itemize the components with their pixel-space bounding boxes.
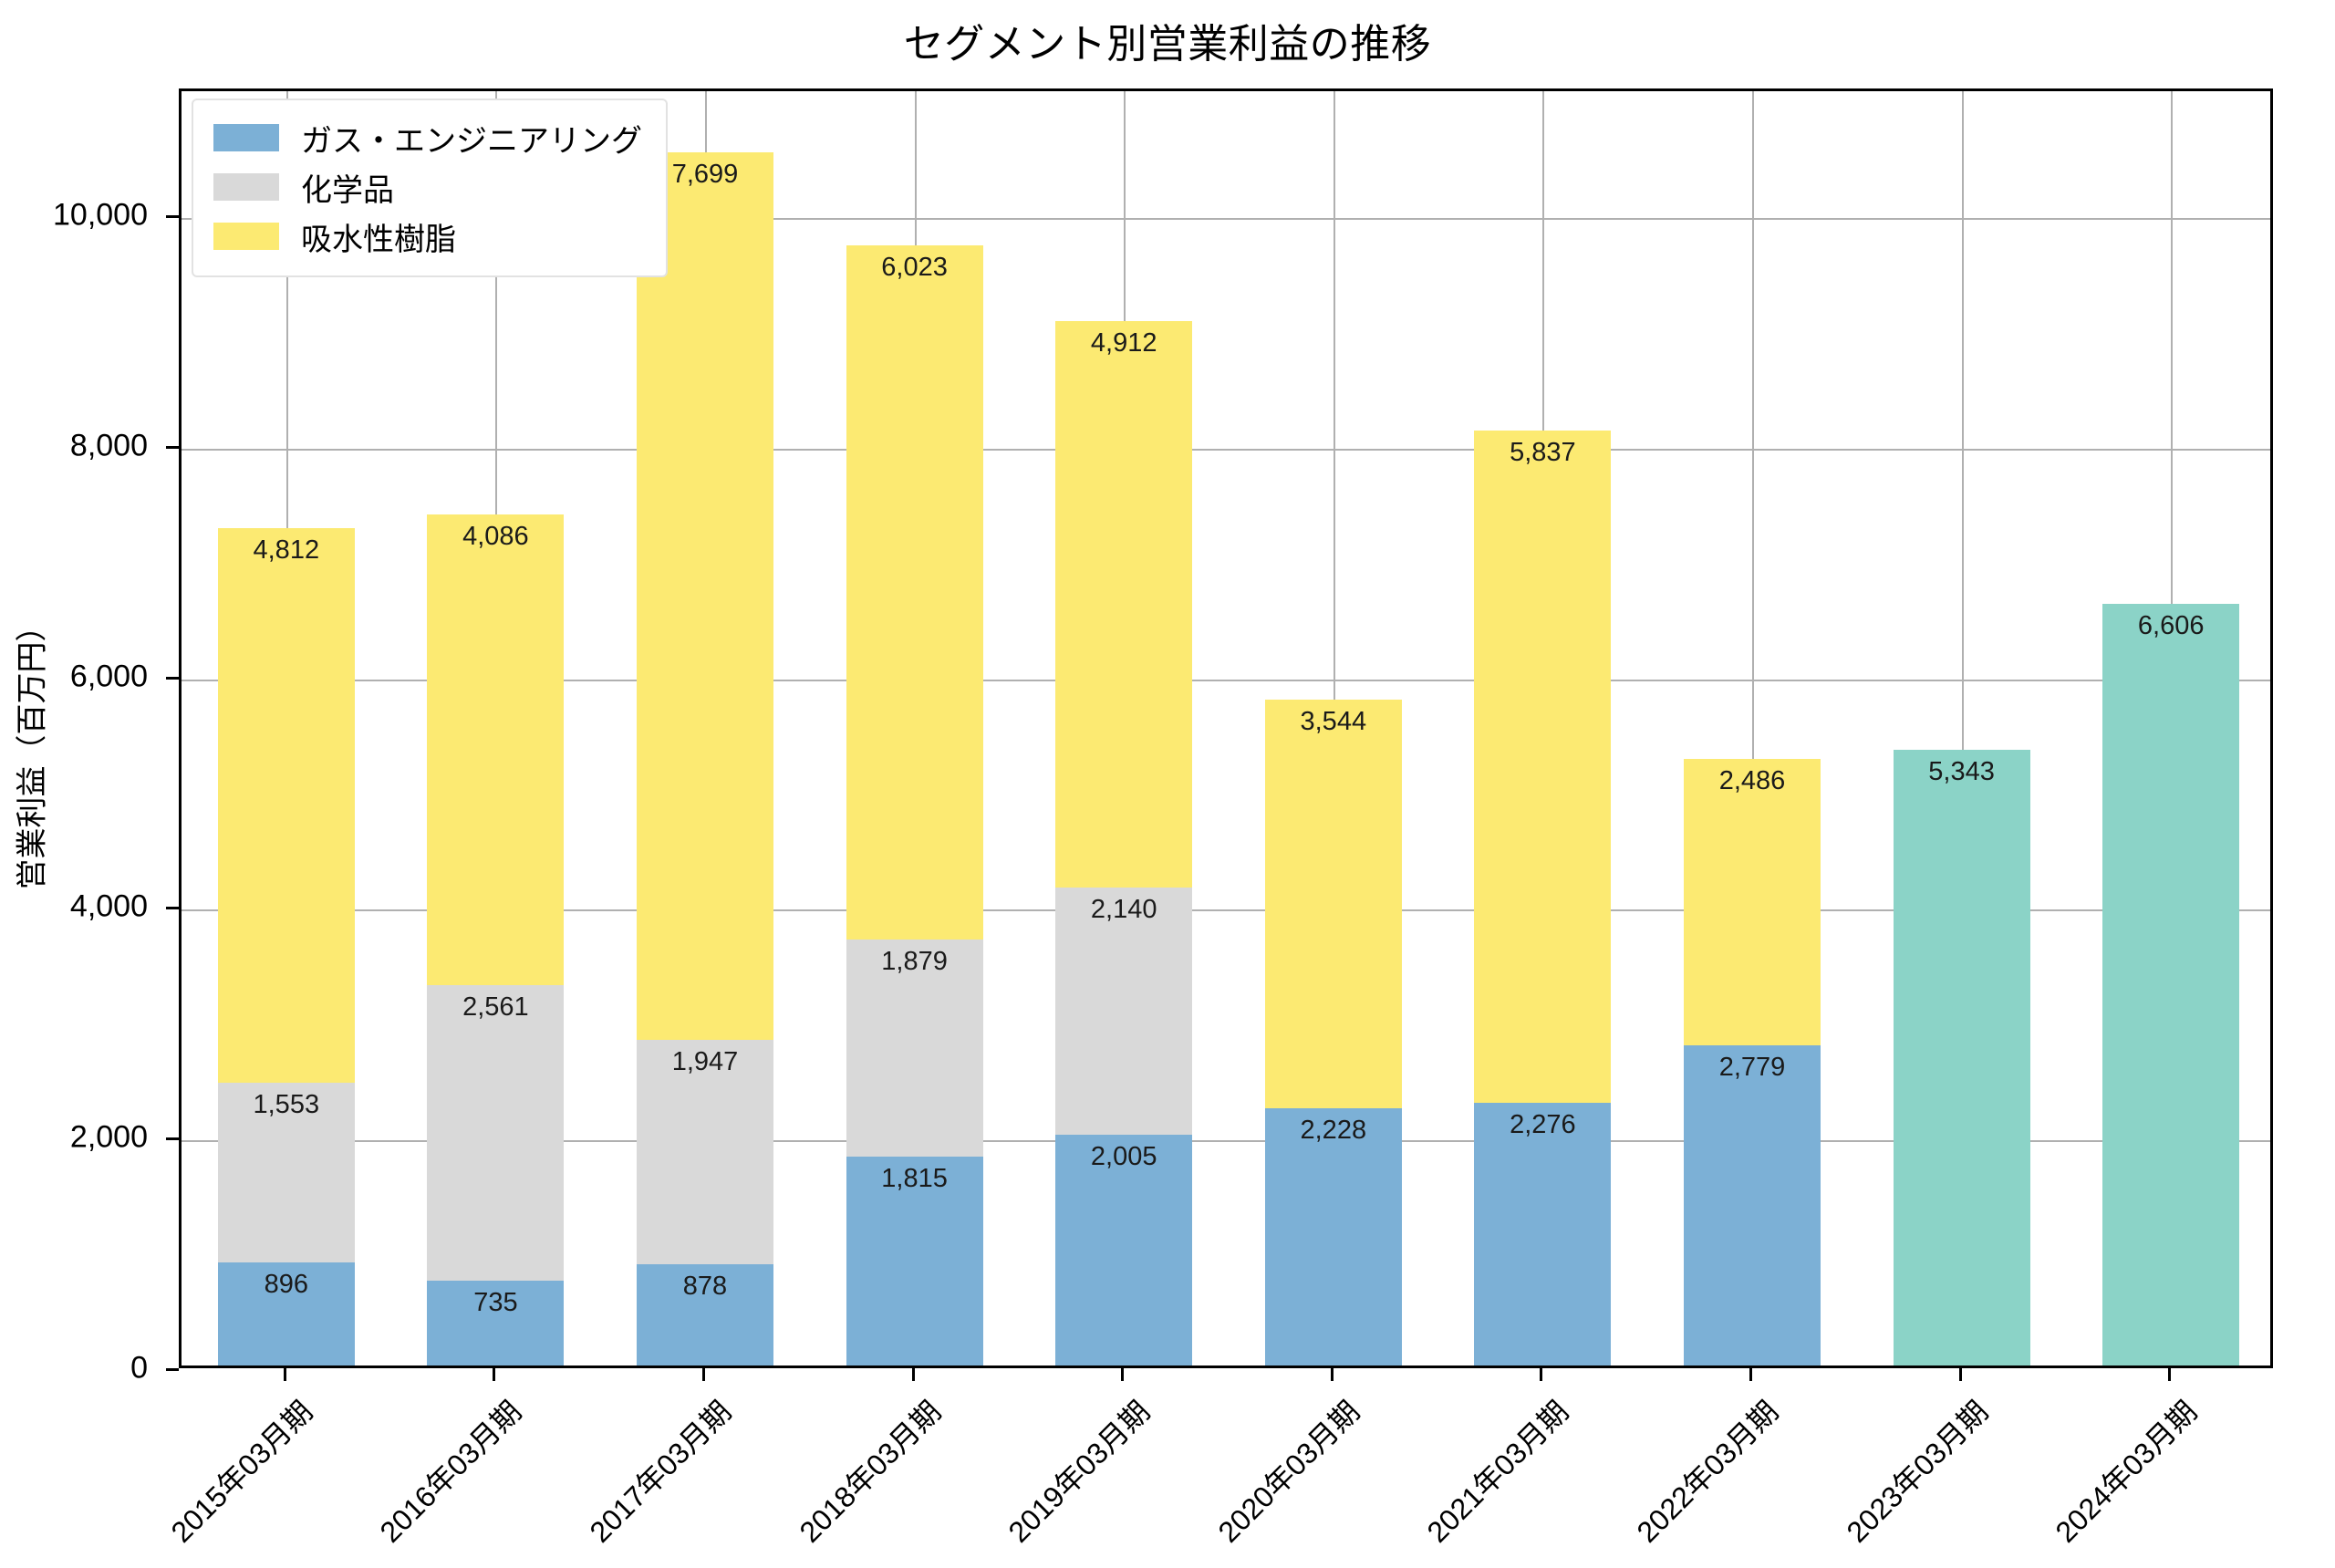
bar-value-label: 2,561 xyxy=(462,992,529,1023)
bar-value-label: 4,812 xyxy=(253,535,320,566)
bar-segment[interactable]: 6,023 xyxy=(846,244,983,940)
x-tick-mark xyxy=(493,1368,496,1381)
bar-value-label: 896 xyxy=(264,1269,308,1299)
x-tick-mark xyxy=(1958,1368,1962,1381)
x-tick-mark xyxy=(1540,1368,1543,1381)
bar-value-label: 735 xyxy=(473,1288,518,1318)
gridline-horizontal xyxy=(182,679,2270,681)
y-tick-mark xyxy=(166,215,179,219)
bar-segment[interactable]: 896 xyxy=(217,1262,355,1366)
bar-value-label: 2,276 xyxy=(1510,1110,1576,1140)
y-tick-mark xyxy=(166,1137,179,1141)
bar-segment[interactable]: 735 xyxy=(427,1281,565,1366)
bar-segment[interactable]: 1,879 xyxy=(846,940,983,1157)
bar-segment[interactable]: 878 xyxy=(637,1264,773,1366)
bar-value-label: 1,879 xyxy=(881,947,948,977)
bar-value-label: 5,837 xyxy=(1510,437,1576,467)
bar-value-label: 2,228 xyxy=(1300,1116,1367,1146)
x-tick-label: 2021年03月期 xyxy=(1420,1394,1575,1549)
bar-value-label: 2,486 xyxy=(1718,765,1786,795)
bar-segment[interactable]: 1,815 xyxy=(846,1156,983,1366)
gridline-horizontal xyxy=(182,218,2270,221)
bar-segment[interactable]: 5,343 xyxy=(1893,749,2030,1366)
x-tick-label: 2022年03月期 xyxy=(1630,1394,1785,1549)
legend-swatch-absorbent-resin xyxy=(213,223,279,250)
bar-segment[interactable]: 2,561 xyxy=(427,985,565,1282)
bar-value-label: 1,947 xyxy=(671,1046,739,1076)
y-tick-label: 6,000 xyxy=(69,659,148,694)
y-tick-label: 8,000 xyxy=(69,428,148,463)
legend-label-absorbent-resin: 吸水性樹脂 xyxy=(301,222,456,257)
gridline-horizontal xyxy=(182,1140,2270,1143)
x-tick-mark xyxy=(1121,1368,1125,1381)
y-tick-mark xyxy=(166,676,179,680)
y-tick-label: 2,000 xyxy=(69,1119,148,1155)
bar-value-label: 2,005 xyxy=(1090,1141,1157,1171)
bar-segment[interactable]: 6,606 xyxy=(2102,604,2240,1366)
legend-item[interactable]: ガス・エンジニアリング xyxy=(213,113,642,162)
legend-label-gas-engineering: ガス・エンジニアリング xyxy=(301,123,642,159)
bar-segment[interactable]: 5,837 xyxy=(1474,430,1612,1104)
x-tick-mark xyxy=(911,1368,915,1381)
legend-swatch-chemicals xyxy=(213,173,279,201)
bar-segment[interactable]: 2,140 xyxy=(1055,888,1193,1135)
y-tick-label: 0 xyxy=(130,1350,148,1386)
bar-segment[interactable]: 2,276 xyxy=(1474,1103,1612,1366)
bar-segment[interactable]: 4,812 xyxy=(217,528,355,1084)
bar-value-label: 1,815 xyxy=(881,1163,948,1193)
x-tick-mark xyxy=(1749,1368,1752,1381)
bar-segment[interactable]: 3,544 xyxy=(1264,700,1402,1109)
gridline-vertical xyxy=(1752,91,1754,1366)
gridline-horizontal xyxy=(182,909,2270,912)
gridline-vertical xyxy=(1961,91,1964,1366)
x-tick-label: 2019年03月期 xyxy=(1001,1394,1157,1549)
bar-value-label: 2,779 xyxy=(1718,1052,1786,1082)
bar-value-label: 3,544 xyxy=(1300,707,1367,737)
legend-item[interactable]: 化学品 xyxy=(213,162,642,212)
bar-segment[interactable]: 2,005 xyxy=(1055,1134,1193,1366)
bar-value-label: 5,343 xyxy=(1928,756,1995,786)
bar-segment[interactable]: 1,947 xyxy=(637,1039,773,1265)
x-tick-label: 2016年03月期 xyxy=(373,1394,528,1549)
y-tick-label: 4,000 xyxy=(69,888,148,924)
legend-swatch-gas-engineering xyxy=(213,124,279,151)
legend-label-chemicals: 化学品 xyxy=(301,172,394,208)
x-tick-label: 2020年03月期 xyxy=(1211,1394,1366,1549)
y-tick-label: 10,000 xyxy=(53,197,148,233)
bar-value-label: 4,086 xyxy=(462,521,529,551)
bar-segment[interactable]: 2,228 xyxy=(1264,1108,1402,1366)
y-tick-mark xyxy=(166,445,179,449)
y-axis-label: 営業利益（百万円） xyxy=(15,610,50,890)
plot-area: 896 1,553 4,812 735 2,561 4,086 878 1,947 7,699 1… xyxy=(179,88,2273,1368)
bar-segment[interactable]: 7,699 xyxy=(637,151,773,1040)
bar-value-label: 878 xyxy=(682,1272,728,1302)
bar-value-label: 1,553 xyxy=(253,1090,320,1120)
x-tick-mark xyxy=(2168,1368,2172,1381)
bar-segment[interactable]: 1,553 xyxy=(217,1083,355,1262)
bar-segment[interactable]: 4,912 xyxy=(1055,321,1193,888)
x-tick-mark xyxy=(283,1368,286,1381)
legend-item[interactable]: 吸水性樹脂 xyxy=(213,212,642,261)
bar-value-label: 6,023 xyxy=(881,252,948,282)
x-tick-label: 2015年03月期 xyxy=(164,1394,319,1549)
chart-title: セグメント別営業利益の推移 xyxy=(903,22,1432,67)
gridline-horizontal xyxy=(182,448,2270,451)
bar-value-label: 6,606 xyxy=(2137,611,2205,641)
bar-segment[interactable]: 2,779 xyxy=(1684,1044,1821,1366)
bar-value-label: 4,912 xyxy=(1090,328,1157,358)
x-tick-mark xyxy=(1330,1368,1334,1381)
x-tick-label: 2023年03月期 xyxy=(1840,1394,1994,1549)
x-tick-label: 2017年03月期 xyxy=(583,1394,738,1549)
x-tick-mark xyxy=(702,1368,705,1381)
bar-segment[interactable]: 4,086 xyxy=(427,514,565,986)
chart-legend: ガス・エンジニアリング 化学品 吸水性樹脂 xyxy=(192,99,668,277)
x-tick-label: 2024年03月期 xyxy=(2049,1394,2204,1549)
y-tick-mark xyxy=(166,1368,179,1371)
x-tick-label: 2018年03月期 xyxy=(793,1394,947,1549)
bar-value-label: 2,140 xyxy=(1090,895,1157,925)
y-tick-mark xyxy=(166,907,179,910)
bar-segment[interactable]: 2,486 xyxy=(1684,758,1821,1045)
